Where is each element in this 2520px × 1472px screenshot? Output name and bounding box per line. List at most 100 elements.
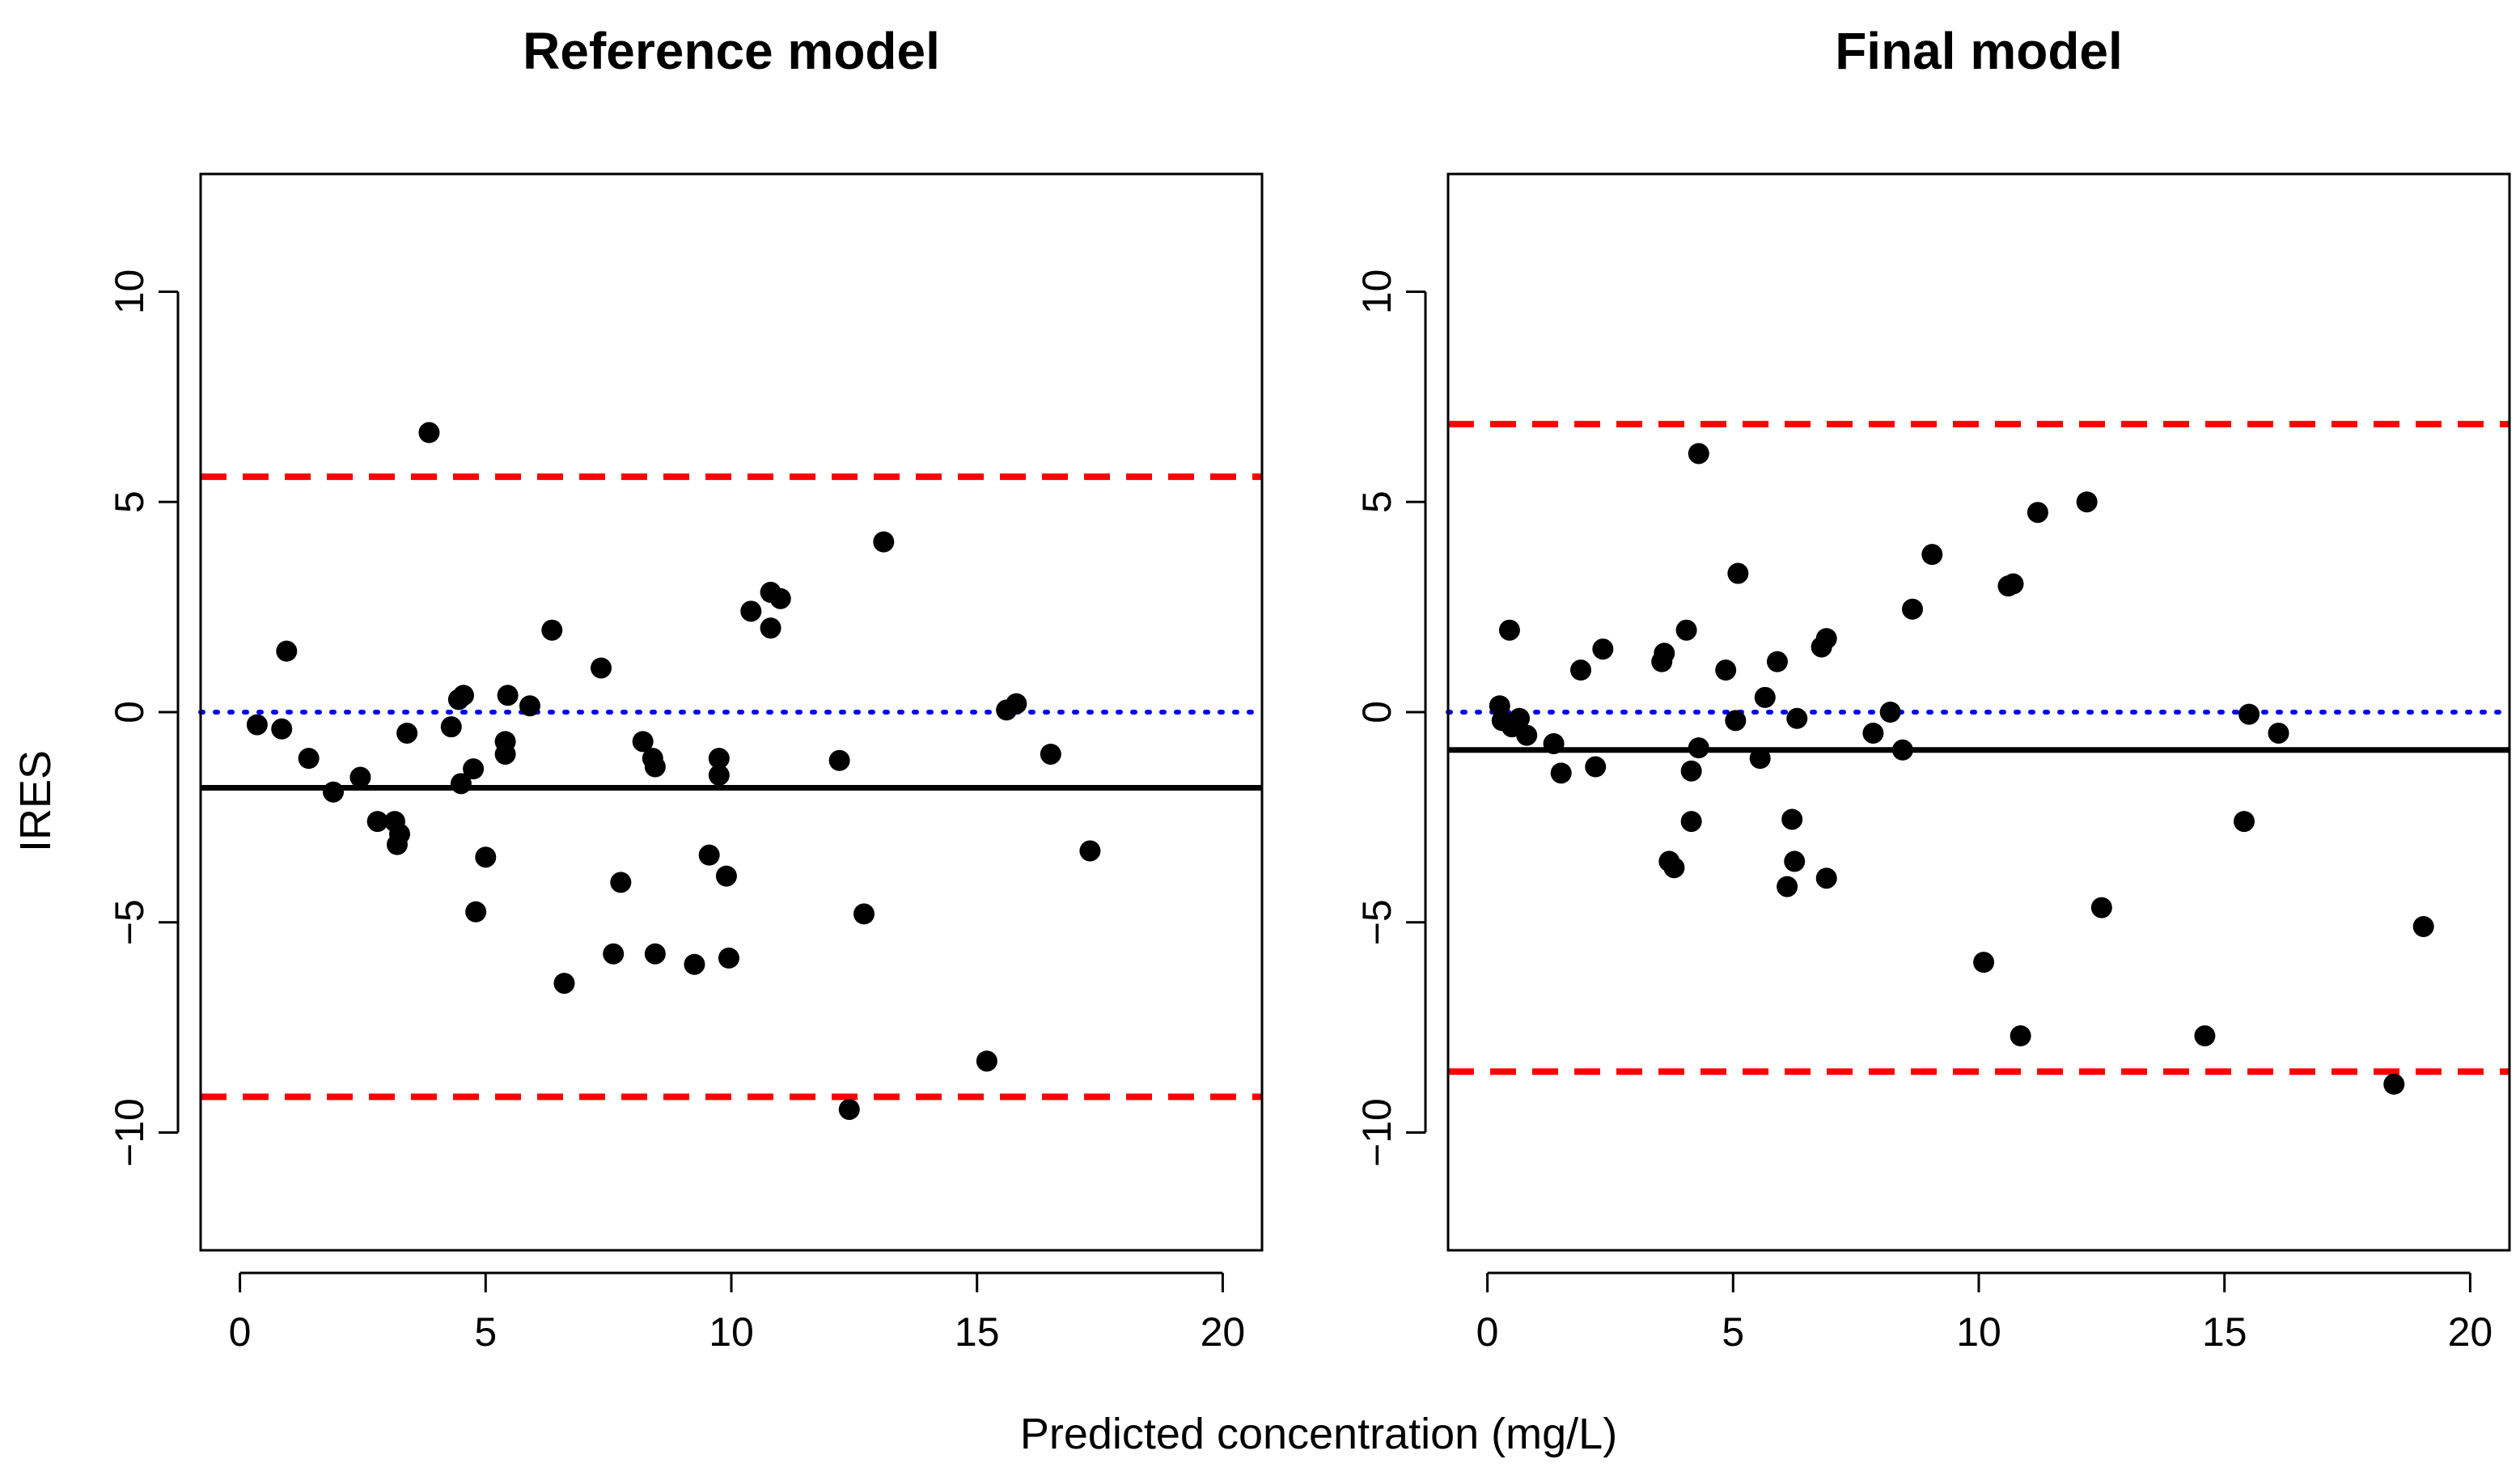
x-tick-label: 0 [1476, 1309, 1499, 1355]
data-point [463, 758, 485, 780]
final-model-title: Final model [1835, 22, 2123, 80]
data-point [838, 1098, 860, 1120]
data-point [541, 619, 563, 641]
data-point [1680, 760, 1702, 782]
data-point [1516, 724, 1538, 746]
data-point [1727, 562, 1749, 584]
data-point [389, 823, 410, 845]
x-tick-label: 5 [474, 1309, 497, 1355]
data-point [610, 872, 632, 893]
data-point [1688, 737, 1709, 759]
reference-model-title: Reference model [523, 22, 940, 80]
data-point [271, 718, 293, 740]
data-point [2076, 491, 2098, 513]
y-tick-label: 0 [107, 701, 152, 723]
data-point [2383, 1073, 2405, 1095]
data-point [1715, 660, 1737, 681]
data-point [349, 766, 371, 788]
y-tick-label: 5 [1354, 490, 1400, 513]
data-point [450, 773, 472, 795]
x-tick-label: 10 [1956, 1309, 2001, 1355]
data-point [2027, 502, 2048, 524]
y-tick-label: −10 [107, 1098, 152, 1167]
data-point [452, 685, 474, 706]
y-axis-label: IRES [11, 750, 60, 852]
data-point [1777, 876, 1798, 897]
data-point [1902, 598, 1923, 620]
data-point [1781, 808, 1803, 830]
data-point [2090, 897, 2112, 918]
x-axis-label: Predicted concentration (mg/L) [1020, 1410, 1617, 1458]
data-point [298, 748, 320, 770]
reference-model-points [246, 422, 1101, 1120]
data-point [494, 743, 516, 765]
y-tick-label: 5 [107, 490, 152, 513]
y-tick-label: 10 [107, 269, 152, 315]
data-point [323, 781, 344, 803]
data-point [1570, 660, 1591, 681]
data-point [1815, 628, 1837, 650]
data-point [715, 865, 737, 887]
final-model-plot-frame [1446, 172, 2511, 1252]
data-point [632, 731, 654, 753]
data-point [553, 973, 575, 995]
data-point [475, 846, 497, 868]
data-point [1079, 840, 1101, 862]
data-point [1879, 702, 1901, 723]
data-point [1006, 693, 1027, 715]
data-point [1680, 811, 1702, 833]
data-point [828, 749, 850, 771]
data-point [246, 714, 268, 736]
data-point [760, 617, 781, 639]
data-point [1784, 851, 1806, 872]
data-point [418, 422, 440, 443]
x-tick-label: 10 [709, 1309, 754, 1355]
y-tick-label: −5 [107, 899, 152, 945]
data-point [603, 943, 625, 965]
data-point [684, 953, 705, 975]
data-point [519, 695, 540, 717]
data-point [1754, 686, 1776, 708]
data-point [644, 943, 666, 965]
reference-model-axes: 0 5 10 15 20 −10 −5 0 5 10 [107, 269, 1245, 1355]
reference-model-plot-frame [199, 172, 1264, 1252]
data-point [1498, 619, 1520, 641]
y-tick-label: 10 [1354, 269, 1400, 315]
final-model-points [1489, 443, 2434, 1095]
final-model-panel: Final model 0 5 10 15 20 −10 −5 0 5 10 [1354, 22, 2512, 1355]
data-point [644, 756, 666, 778]
data-point [2238, 703, 2260, 725]
data-point [2268, 722, 2289, 744]
data-point [497, 685, 519, 706]
x-tick-label: 5 [1722, 1309, 1744, 1355]
reference-model-panel: Reference model 0 5 10 15 20 −10 −5 0 5 10 [107, 22, 1264, 1355]
x-tick-label: 20 [2448, 1309, 2493, 1355]
data-point [853, 903, 875, 925]
data-point [465, 901, 487, 923]
final-model-axes: 0 5 10 15 20 −10 −5 0 5 10 [1354, 269, 2492, 1355]
data-point [718, 947, 739, 969]
data-point [1654, 643, 1675, 664]
data-point [396, 722, 418, 744]
data-point [1509, 707, 1531, 729]
data-point [1891, 739, 1913, 761]
data-point [976, 1050, 997, 1072]
y-tick-label: −10 [1354, 1098, 1400, 1167]
data-point [1766, 651, 1788, 672]
data-point [1543, 732, 1565, 754]
data-point [769, 588, 791, 609]
data-point [1973, 952, 1995, 974]
data-point [1663, 857, 1685, 879]
data-point [591, 657, 612, 679]
data-point [1688, 443, 1709, 465]
data-point [1786, 707, 1808, 729]
y-tick-label: −5 [1354, 899, 1400, 945]
x-tick-label: 15 [2202, 1309, 2247, 1355]
data-point [366, 811, 388, 833]
data-point [873, 531, 895, 553]
data-point [1815, 868, 1837, 889]
data-point [740, 600, 762, 622]
x-tick-label: 15 [955, 1309, 1000, 1355]
data-point [2234, 811, 2255, 833]
